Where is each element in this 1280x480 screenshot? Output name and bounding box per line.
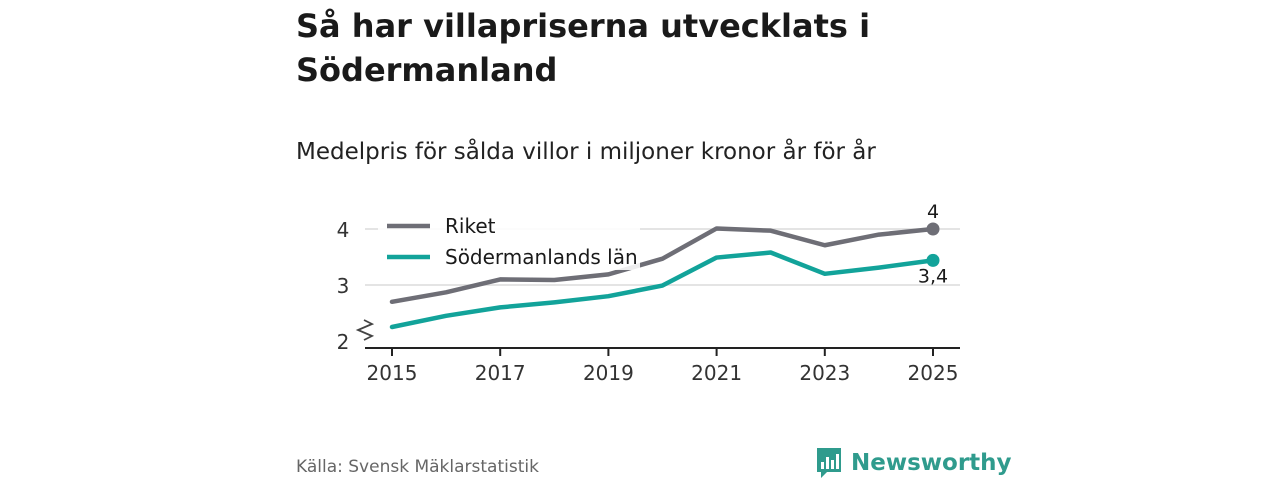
series-line-sodermanland — [389, 250, 936, 330]
y-tick-label: 2 — [337, 330, 350, 354]
chart-subtitle: Medelpris för sålda villor i miljoner kr… — [296, 139, 876, 165]
brand-name: Newsworthy — [851, 450, 1012, 476]
x-tick-label: 2021 — [691, 361, 742, 385]
y-tick-label: 4 — [337, 218, 350, 242]
x-tick-label: 2019 — [583, 361, 634, 385]
series-end-point — [926, 253, 940, 267]
line-chart: 2 3 4 2015 2017 2019 2021 2023 2025 Riket Söderman… — [337, 201, 960, 385]
axis-break-icon — [355, 319, 375, 341]
series-line-riket — [389, 226, 936, 305]
x-tick-label: 2023 — [799, 361, 850, 385]
legend-label: Södermanlands län — [445, 245, 638, 269]
series-end-point — [926, 222, 940, 236]
brand-logo: Newsworthy — [815, 446, 1012, 480]
legend-label: Riket — [445, 214, 496, 238]
series-end-label: 3,4 — [918, 265, 948, 287]
source-note: Källa: Svensk Mäklarstatistik — [296, 457, 539, 477]
y-tick-label: 3 — [337, 274, 350, 298]
x-tick-label: 2017 — [475, 361, 526, 385]
series-end-label: 4 — [927, 201, 939, 223]
legend-background — [378, 208, 640, 270]
x-tick-label: 2015 — [367, 361, 418, 385]
chart-title: Så har villapriserna utvecklats i Söderm… — [296, 7, 871, 89]
x-tick-label: 2025 — [908, 361, 959, 385]
newsworthy-logo-icon — [817, 448, 841, 478]
